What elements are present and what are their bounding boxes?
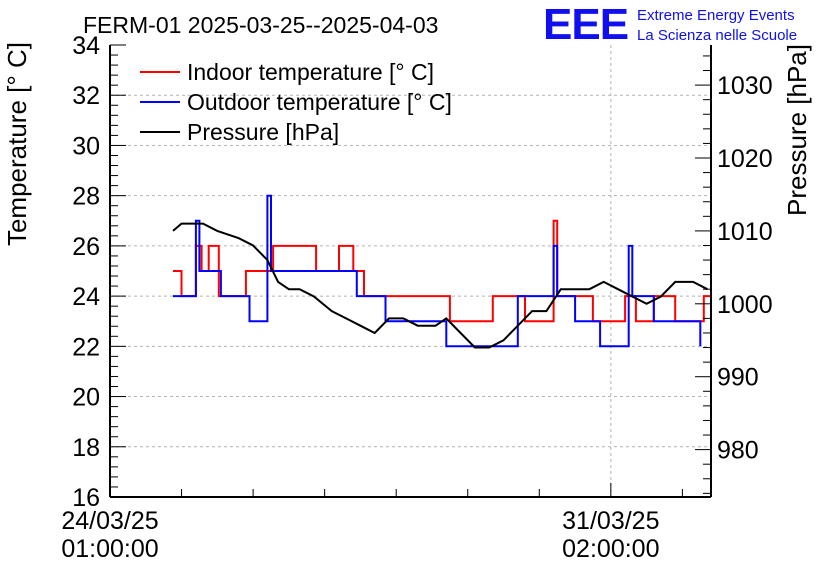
y-tick-label-left: 32 — [72, 82, 100, 110]
y-tick-label-right: 990 — [717, 364, 759, 392]
x-tick-label-date: 31/03/25 — [562, 507, 659, 535]
y-tick-label-left: 28 — [72, 183, 100, 211]
y-tick-label-right: 1010 — [717, 218, 773, 246]
y-tick-label-left: 22 — [72, 333, 100, 361]
y-tick-label-left: 20 — [72, 384, 100, 412]
y-tick-label-left: 16 — [72, 484, 100, 512]
legend-label-2: Outdoor temperature [° C] — [187, 89, 452, 115]
logo-caption-line-2: La Scienza nelle Scuole — [637, 27, 797, 44]
x-tick-label-time: 01:00:00 — [61, 535, 158, 563]
y-tick-label-left: 18 — [72, 434, 100, 462]
y-axis-label-left: Temperature [° C] — [2, 42, 32, 246]
y-tick-label-right: 980 — [717, 437, 759, 465]
axes-layer: 16 18 20 22 24 26 28 30 32 34 980 990 1000 1010 1020 10… — [61, 32, 772, 563]
series-line-2 — [173, 194, 702, 348]
x-tick-label-date: 24/03/25 — [61, 507, 158, 535]
y-tick-label-right: 1020 — [717, 145, 773, 173]
legend-label-3: Pressure [hPa] — [187, 119, 339, 145]
chart-title: FERM-01 2025-03-25--2025-04-03 — [83, 12, 438, 38]
series-line-1 — [173, 219, 712, 323]
y-axis-label-right: Pressure [hPa] — [782, 44, 812, 216]
y-tick-label-right: 1030 — [717, 72, 773, 100]
legend-label-1: Indoor temperature [° C] — [187, 59, 434, 85]
legend: Indoor temperature [° C] Outdoor temperat… — [140, 59, 452, 145]
logo-caption-line-1: Extreme Energy Events — [637, 7, 795, 24]
y-tick-label-left: 30 — [72, 132, 100, 160]
series-line-3 — [172, 222, 708, 349]
y-tick-label-left: 26 — [72, 233, 100, 261]
y-tick-label-right: 1000 — [717, 291, 773, 319]
series-layer — [172, 194, 712, 349]
eee-logo: EEE — [543, 0, 628, 49]
y-tick-label-left: 24 — [72, 283, 100, 311]
x-tick-label-time: 02:00:00 — [562, 535, 659, 563]
y-tick-label-left: 34 — [72, 32, 100, 60]
